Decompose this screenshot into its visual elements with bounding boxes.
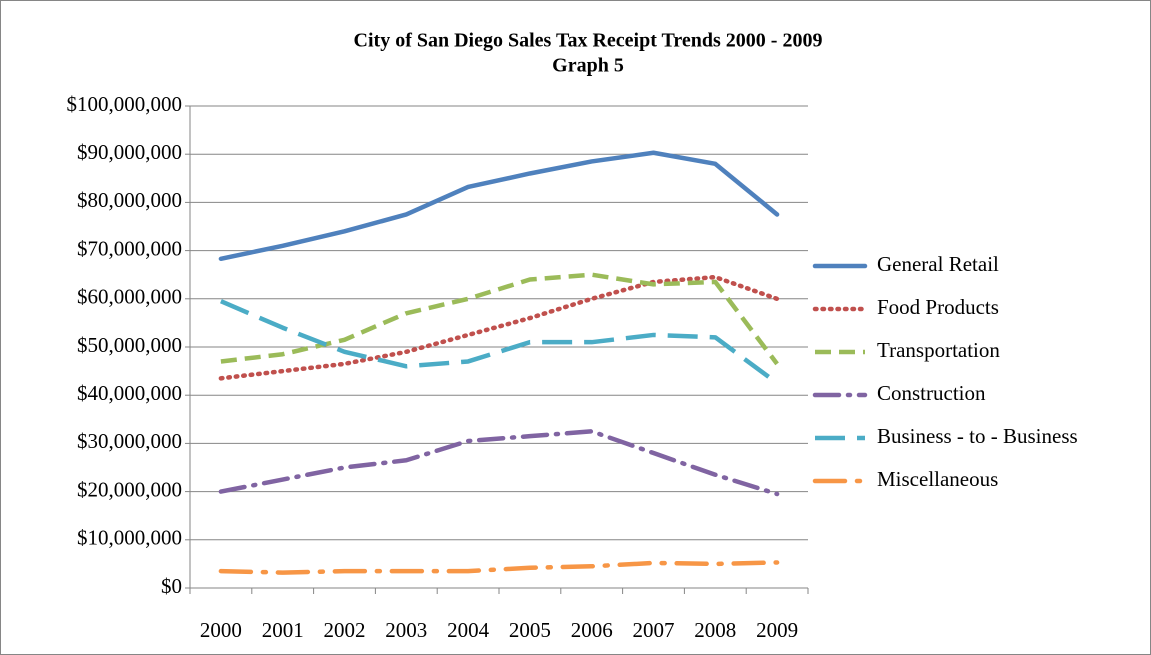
y-tick-label: $60,000,000 bbox=[77, 285, 182, 309]
x-tick-label: 2005 bbox=[509, 618, 551, 642]
series-line bbox=[218, 429, 780, 497]
chart-subtitle: Graph 5 bbox=[552, 55, 624, 77]
x-tick-label: 2003 bbox=[385, 618, 427, 642]
series-line bbox=[218, 560, 780, 575]
y-tick-label: $70,000,000 bbox=[77, 236, 182, 260]
series-line bbox=[218, 274, 780, 381]
series-line bbox=[220, 272, 779, 366]
y-tick-label: $40,000,000 bbox=[77, 381, 182, 405]
x-tick-label: 2001 bbox=[262, 618, 304, 642]
legend-label: Food Products bbox=[877, 295, 999, 319]
y-tick-label: $50,000,000 bbox=[77, 333, 182, 357]
y-tick-label: $20,000,000 bbox=[77, 477, 182, 501]
x-tick-label: 2008 bbox=[694, 618, 736, 642]
legend-label: Construction bbox=[877, 381, 986, 405]
legend-label: General Retail bbox=[877, 252, 999, 276]
x-tick-label: 2000 bbox=[200, 618, 242, 642]
legend-label: Business - to - Business bbox=[877, 424, 1078, 448]
legend-label: Miscellaneous bbox=[877, 467, 998, 491]
x-tick-label: 2009 bbox=[756, 618, 798, 642]
series-line bbox=[218, 150, 780, 262]
chart-title: City of San Diego Sales Tax Receipt Tren… bbox=[354, 30, 823, 52]
series-line bbox=[220, 299, 779, 385]
x-tick-label: 2006 bbox=[571, 618, 613, 642]
y-tick-label: $100,000,000 bbox=[67, 92, 183, 116]
y-tick-label: $30,000,000 bbox=[77, 429, 182, 453]
legend-label: Transportation bbox=[877, 338, 1000, 362]
x-tick-label: 2004 bbox=[447, 618, 490, 642]
x-tick-label: 2007 bbox=[633, 618, 675, 642]
y-tick-label: $90,000,000 bbox=[77, 140, 182, 164]
y-tick-label: $80,000,000 bbox=[77, 188, 182, 212]
y-tick-label: $0 bbox=[161, 574, 182, 598]
x-tick-label: 2002 bbox=[324, 618, 366, 642]
y-tick-label: $10,000,000 bbox=[77, 526, 182, 550]
